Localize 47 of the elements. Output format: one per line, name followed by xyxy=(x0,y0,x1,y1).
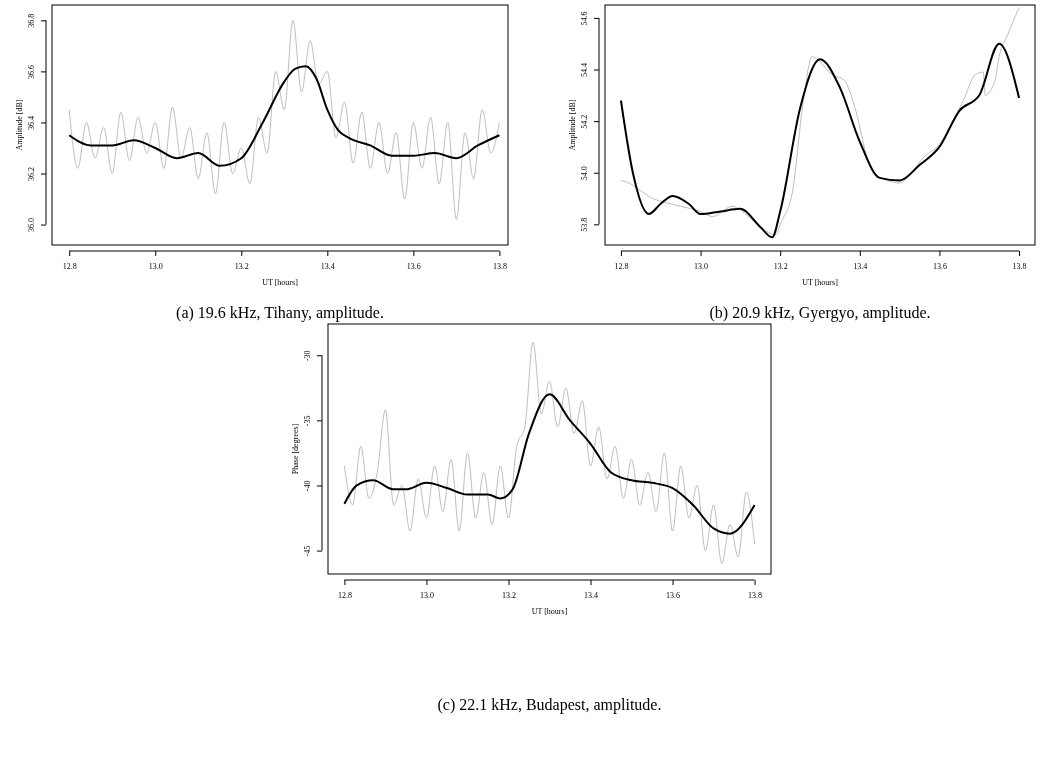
y-axis-title: Phase [degrees] xyxy=(291,423,300,475)
line-series xyxy=(343,341,756,565)
text: (c) 22.1 kHz, Budapest, amplitude. xyxy=(437,696,662,714)
y-tick-label: -30 xyxy=(303,350,312,362)
y-tick-label: 36.4 xyxy=(27,115,36,130)
x-tick-label: 13.2 xyxy=(773,261,788,271)
y-tick-label: 54.0 xyxy=(580,166,589,181)
y-tick-label: 36.6 xyxy=(27,64,36,79)
x-tick-label: 12.8 xyxy=(337,590,352,600)
x-tick-label: 13.6 xyxy=(666,590,681,600)
x-tick-label: 13.6 xyxy=(932,261,947,271)
line-series xyxy=(620,7,1020,236)
y-tick-label: -45 xyxy=(303,545,312,557)
x-tick-label: 13.8 xyxy=(1012,261,1027,271)
x-tick-label: 13.4 xyxy=(320,261,335,271)
x-tick-label: 13.0 xyxy=(148,261,163,271)
y-tick-label: -35 xyxy=(303,415,312,427)
y-tick-label: 54.6 xyxy=(580,11,589,26)
y-tick-label: 36.8 xyxy=(27,13,36,28)
x-tick-label: 13.2 xyxy=(501,590,516,600)
x-tick-label: 13.6 xyxy=(406,261,421,271)
y-axis-title: Amplitude [dB] xyxy=(15,99,24,151)
x-axis-title: UT [hours] xyxy=(531,607,568,616)
x-tick-label: 13.8 xyxy=(492,261,507,271)
x-axis-title: UT [hours] xyxy=(262,278,299,287)
line-series xyxy=(619,42,1021,239)
y-tick-label: 53.8 xyxy=(580,217,589,232)
line-series xyxy=(343,393,756,535)
x-tick-label: 13.4 xyxy=(584,590,599,600)
x-axis-title: UT [hours] xyxy=(802,278,839,287)
x-tick-label: 13.8 xyxy=(748,590,763,600)
line-series xyxy=(68,65,501,167)
x-tick-label: 13.0 xyxy=(419,590,434,600)
y-tick-label: 36.0 xyxy=(27,218,36,233)
x-tick-label: 13.2 xyxy=(234,261,249,271)
x-tick-label: 12.8 xyxy=(614,261,629,271)
y-axis-title: Amplitude [dB] xyxy=(568,99,577,151)
y-tick-label: -40 xyxy=(303,480,312,492)
text: (b) 20.9 kHz, Gyergyo, amplitude. xyxy=(709,304,931,322)
line-series xyxy=(68,19,500,220)
x-tick-label: 12.8 xyxy=(62,261,77,271)
x-tick-label: 13.0 xyxy=(694,261,709,271)
text: (a) 19.6 kHz, Tihany, amplitude. xyxy=(176,304,384,322)
y-tick-label: 36.2 xyxy=(27,167,36,182)
y-tick-label: 54.4 xyxy=(580,63,589,78)
y-tick-label: 54.2 xyxy=(580,114,589,129)
x-tick-label: 13.4 xyxy=(853,261,868,271)
